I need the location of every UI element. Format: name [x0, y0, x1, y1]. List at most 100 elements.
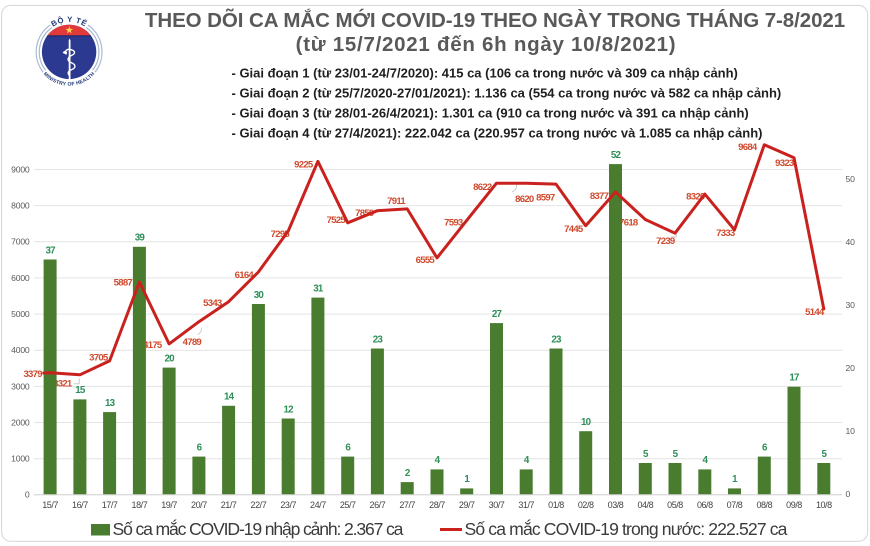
svg-text:7911: 7911 [387, 196, 406, 207]
svg-text:5343: 5343 [203, 298, 222, 309]
svg-text:- Giai đoạn 4 (từ 27/4/2021):: - Giai đoạn 4 (từ 27/4/2021): 222.042 ca… [232, 126, 763, 141]
svg-text:16/7: 16/7 [72, 500, 88, 510]
svg-text:27/7: 27/7 [399, 500, 415, 510]
svg-text:8320: 8320 [686, 192, 705, 203]
svg-text:28/7: 28/7 [429, 500, 445, 510]
svg-text:08/8: 08/8 [756, 500, 772, 510]
svg-text:17/7: 17/7 [102, 500, 118, 510]
svg-text:Số ca mắc COVID-19 nhập cảnh:: Số ca mắc COVID-19 nhập cảnh: 2.367 ca [113, 518, 404, 539]
svg-text:06/8: 06/8 [697, 500, 713, 510]
svg-text:7859: 7859 [355, 208, 374, 219]
svg-text:22/7: 22/7 [251, 500, 267, 510]
svg-text:6: 6 [762, 442, 768, 453]
svg-text:0: 0 [846, 489, 851, 499]
svg-text:24/7: 24/7 [310, 500, 326, 510]
svg-text:04/8: 04/8 [637, 500, 653, 510]
svg-text:5: 5 [821, 449, 827, 460]
svg-text:26/7: 26/7 [370, 500, 386, 510]
svg-text:4000: 4000 [11, 345, 30, 355]
svg-text:THEO DÕI CA MẮC MỚI COVID-19 T: THEO DÕI CA MẮC MỚI COVID-19 THEO NGÀY T… [145, 8, 845, 32]
svg-text:20: 20 [164, 353, 175, 364]
svg-text:27: 27 [492, 309, 503, 320]
svg-text:30: 30 [846, 300, 856, 310]
svg-text:9684: 9684 [738, 142, 758, 153]
svg-text:25/7: 25/7 [340, 500, 356, 510]
svg-text:39: 39 [135, 233, 146, 244]
svg-text:5887: 5887 [114, 278, 133, 289]
svg-text:2: 2 [405, 468, 411, 479]
svg-text:0: 0 [25, 490, 30, 500]
svg-text:01/8: 01/8 [548, 500, 564, 510]
svg-text:8597: 8597 [536, 193, 555, 204]
svg-text:7295: 7295 [271, 229, 291, 240]
svg-text:10: 10 [581, 417, 592, 428]
svg-text:7239: 7239 [656, 236, 675, 247]
svg-text:15/7: 15/7 [42, 500, 58, 510]
svg-text:18/7: 18/7 [132, 500, 148, 510]
svg-text:- Giai đoạn 1 (từ 23/01-24/7/2: - Giai đoạn 1 (từ 23/01-24/7/2020): 415 … [232, 66, 738, 81]
svg-text:23: 23 [551, 334, 562, 345]
svg-text:7525: 7525 [327, 215, 347, 226]
svg-text:Số ca mắc COVID-19 trong nước:: Số ca mắc COVID-19 trong nước: 222.527 c… [465, 518, 788, 539]
svg-text:21/7: 21/7 [221, 500, 237, 510]
svg-text:6: 6 [345, 442, 351, 453]
svg-text:09/8: 09/8 [786, 500, 802, 510]
svg-text:20: 20 [846, 363, 856, 373]
svg-text:4: 4 [435, 455, 441, 466]
svg-text:2000: 2000 [11, 417, 30, 427]
svg-text:6: 6 [197, 442, 203, 453]
svg-text:7000: 7000 [11, 237, 30, 247]
svg-text:14: 14 [224, 392, 235, 403]
svg-text:37: 37 [45, 245, 56, 256]
svg-text:13: 13 [105, 398, 116, 409]
svg-text:4789: 4789 [183, 337, 202, 348]
svg-text:7618: 7618 [619, 218, 639, 229]
svg-text:31/7: 31/7 [518, 500, 534, 510]
svg-text:52: 52 [611, 150, 622, 161]
svg-text:6555: 6555 [416, 255, 436, 266]
svg-text:5: 5 [643, 449, 649, 460]
svg-text:19/7: 19/7 [161, 500, 177, 510]
svg-text:50: 50 [846, 174, 856, 184]
svg-text:9323: 9323 [775, 158, 794, 169]
svg-text:17: 17 [789, 373, 800, 384]
svg-text:8377: 8377 [590, 191, 609, 202]
svg-text:30/7: 30/7 [489, 500, 505, 510]
svg-text:1000: 1000 [11, 454, 30, 464]
svg-text:- Giai đoạn 3 (từ 28/01-26/4/2: - Giai đoạn 3 (từ 28/01-26/4/2021): 1.30… [232, 106, 749, 121]
svg-text:30: 30 [254, 290, 265, 301]
svg-text:1: 1 [464, 474, 470, 485]
svg-text:3379: 3379 [23, 369, 42, 380]
svg-text:4: 4 [702, 455, 708, 466]
svg-text:10/8: 10/8 [816, 500, 832, 510]
svg-text:6000: 6000 [11, 273, 30, 283]
svg-text:9225: 9225 [294, 160, 314, 171]
svg-text:8620: 8620 [515, 194, 534, 205]
svg-text:10: 10 [846, 426, 856, 436]
svg-text:31: 31 [313, 283, 324, 294]
svg-text:6164: 6164 [235, 270, 255, 281]
svg-text:20/7: 20/7 [191, 500, 207, 510]
svg-text:3000: 3000 [11, 381, 30, 391]
svg-text:5000: 5000 [11, 309, 30, 319]
svg-text:7445: 7445 [564, 224, 584, 235]
svg-text:- Giai đoạn 2 (từ 25/7/2020-27: - Giai đoạn 2 (từ 25/7/2020-27/01/2021):… [232, 86, 782, 101]
svg-text:12: 12 [284, 404, 295, 415]
svg-text:BỘ Y TẾ: BỘ Y TẾ [49, 15, 89, 29]
svg-text:03/8: 03/8 [608, 500, 624, 510]
svg-text:5: 5 [673, 449, 679, 460]
svg-text:3705: 3705 [89, 353, 109, 364]
svg-text:23: 23 [373, 334, 384, 345]
svg-text:4175: 4175 [143, 340, 163, 351]
svg-text:23/7: 23/7 [280, 500, 296, 510]
svg-text:9000: 9000 [11, 164, 30, 174]
svg-text:7333: 7333 [716, 228, 735, 239]
svg-text:4: 4 [524, 455, 530, 466]
svg-text:8622: 8622 [473, 182, 492, 193]
svg-text:8000: 8000 [11, 201, 30, 211]
svg-text:40: 40 [846, 237, 856, 247]
svg-text:5144: 5144 [805, 307, 825, 318]
svg-text:05/8: 05/8 [667, 500, 683, 510]
svg-text:07/8: 07/8 [727, 500, 743, 510]
svg-text:7593: 7593 [444, 218, 463, 229]
